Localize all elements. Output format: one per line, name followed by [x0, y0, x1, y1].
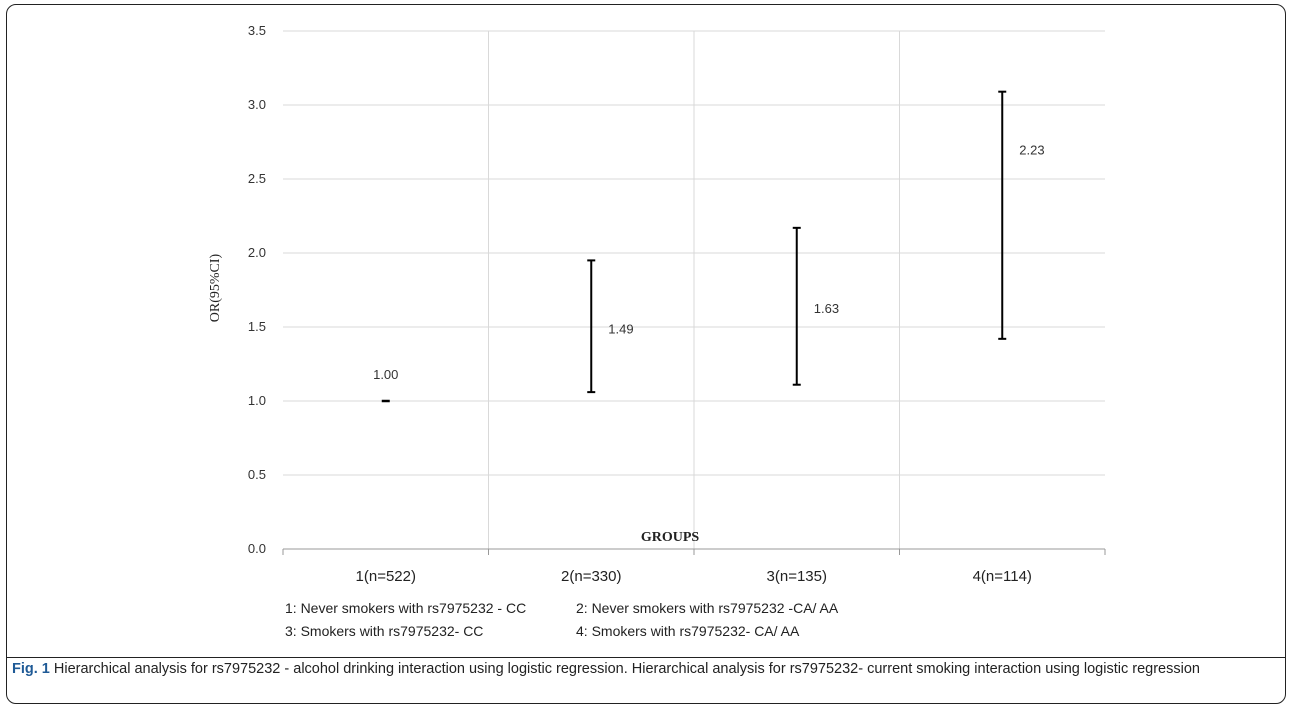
caption-divider: [6, 657, 1286, 658]
legend-item-4: 4: Smokers with rs7975232- CA/ AA: [576, 623, 800, 639]
data-label: 1.00: [373, 367, 398, 382]
grid-layer: [283, 30, 1105, 549]
error-bar: [998, 90, 1007, 340]
axis-layer: 0.0 0.5 1.0 1.5 2.0 2.5 3.0 3.5 1(n=522) 2(n=330)…: [248, 23, 1106, 585]
caption-label: Fig. 1: [12, 661, 50, 677]
y-tick-label: 0.5: [248, 467, 266, 482]
figure-frame: [6, 4, 1286, 704]
error-bar: [587, 259, 596, 394]
figure-caption: Fig. 1 Hierarchical analysis for rs79752…: [12, 659, 1272, 679]
y-axis-title: OR(95%CI): [208, 253, 223, 322]
x-tick-label: 3(n=135): [767, 568, 827, 585]
data-label: 2.23: [1019, 142, 1044, 157]
x-tick-label: 2(n=330): [561, 568, 621, 585]
y-tick-label: 2.0: [248, 245, 266, 260]
y-tick-label: 3.0: [248, 97, 266, 112]
caption-text: Hierarchical analysis for rs7975232 - al…: [49, 661, 1200, 677]
data-label: 1.63: [814, 301, 839, 316]
x-axis-title: GROUPS: [641, 530, 700, 545]
legend-item-1: 1: Never smokers with rs7975232 - CC: [285, 600, 526, 616]
legend-item-3: 3: Smokers with rs7975232- CC: [285, 623, 483, 639]
x-tick-label: 1(n=522): [356, 568, 416, 585]
error-bar: [792, 226, 801, 386]
x-tick-label: 4(n=114): [973, 568, 1032, 585]
legend-item-2: 2: Never smokers with rs7975232 -CA/ AA: [576, 600, 839, 616]
y-tick-label: 1.5: [248, 319, 266, 334]
y-tick-label: 2.5: [248, 171, 266, 186]
chart: 0.0 0.5 1.0 1.5 2.0 2.5 3.0 3.5 1(n=522) 2(n=330)…: [208, 23, 1106, 639]
y-tick-label: 3.5: [248, 23, 266, 38]
legend: 1: Never smokers with rs7975232 - CC 2: …: [285, 600, 839, 639]
data-label: 1.49: [608, 321, 633, 336]
mark-layer: 1.00 1.49 1.63 2.23: [373, 90, 1045, 403]
y-tick-label: 0.0: [248, 541, 266, 556]
y-tick-label: 1.0: [248, 393, 266, 408]
